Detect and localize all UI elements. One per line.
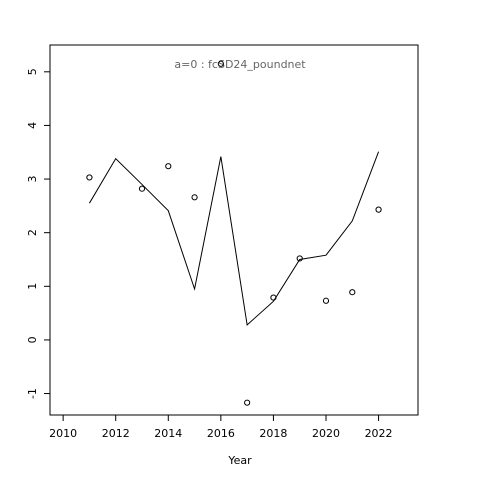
data-point <box>217 60 224 67</box>
data-point <box>322 297 330 304</box>
data-point <box>86 174 93 181</box>
data-point <box>165 163 172 170</box>
x-tick-label: 2018 <box>259 427 287 440</box>
y-tick-label: 0 <box>26 336 39 343</box>
data-line <box>88 151 380 326</box>
data-point <box>349 289 356 296</box>
y-tick-label: 2 <box>26 229 39 236</box>
data-point <box>138 185 146 192</box>
y-tick-label: 1 <box>26 283 39 290</box>
data-point <box>375 206 382 213</box>
x-tick-label: 2010 <box>49 427 77 440</box>
y-tick-label: 4 <box>26 122 39 129</box>
plot-box <box>49 44 419 416</box>
x-axis-label: Year <box>227 454 252 467</box>
x-tick-label: 2014 <box>154 427 182 440</box>
y-tick-label: 5 <box>26 68 39 75</box>
y-tick-label: 3 <box>26 176 39 183</box>
chart-title: a=0 : fcSD24_poundnet <box>174 58 306 71</box>
x-tick-label: 2012 <box>102 427 130 440</box>
y-tick-label: -1 <box>26 388 39 399</box>
x-tick-label: 2020 <box>312 427 340 440</box>
data-point <box>296 255 303 262</box>
data-point <box>244 399 251 406</box>
x-tick-label: 2022 <box>365 427 393 440</box>
x-tick-label: 2016 <box>207 427 235 440</box>
data-point <box>191 194 198 201</box>
